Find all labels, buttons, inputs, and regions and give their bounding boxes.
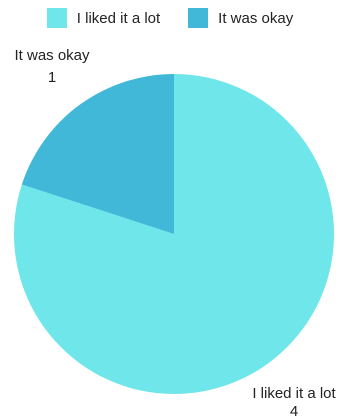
slice-value-was-okay: 1 xyxy=(48,69,56,86)
slice-value-liked-a-lot: 4 xyxy=(290,403,298,418)
legend-swatch-was-okay xyxy=(188,8,209,28)
slice-label-was-okay: It was okay xyxy=(14,47,90,64)
legend-swatch-liked-a-lot xyxy=(46,8,67,28)
legend-label-liked-a-lot: I liked it a lot xyxy=(76,9,161,27)
pie-slice-was-okay[interactable] xyxy=(21,74,174,234)
legend-label-was-okay: It was okay xyxy=(218,9,294,27)
legend-item-was-okay[interactable]: It was okay xyxy=(188,8,293,28)
chart-legend: I liked it a lot It was okay xyxy=(0,8,340,28)
slice-label-liked-a-lot: I liked it a lot xyxy=(252,385,336,402)
legend-item-liked-a-lot[interactable]: I liked it a lot xyxy=(46,8,161,28)
